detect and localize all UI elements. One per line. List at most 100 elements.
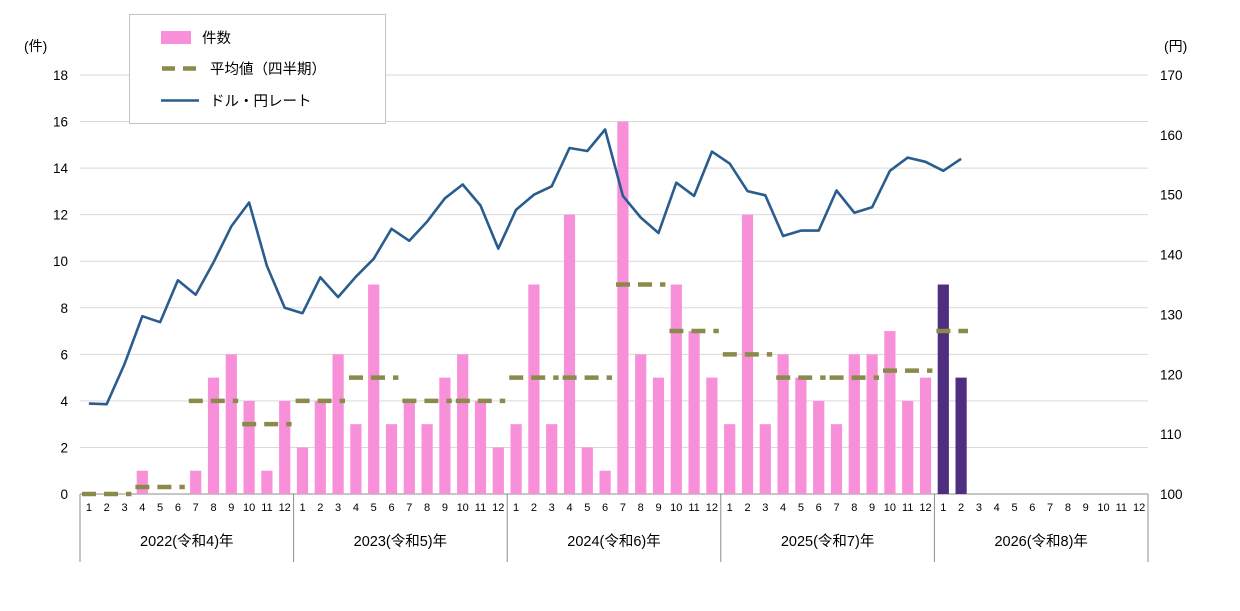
count-bar — [706, 377, 718, 494]
month-label: 4 — [139, 502, 145, 514]
month-label: 2 — [317, 502, 323, 514]
month-label: 3 — [762, 502, 768, 514]
right-axis-tick-label: 150 — [1160, 188, 1183, 203]
month-label: 6 — [602, 502, 608, 514]
count-bar — [332, 354, 344, 494]
month-label: 1 — [727, 502, 733, 514]
month-label: 11 — [475, 502, 486, 514]
month-label: 12 — [706, 502, 718, 514]
count-bar — [421, 424, 433, 494]
month-label: 10 — [243, 502, 255, 514]
left-axis-tick-label: 16 — [53, 115, 68, 130]
count-bar — [243, 400, 255, 494]
month-label: 6 — [1029, 502, 1035, 514]
month-label: 7 — [620, 502, 626, 514]
month-label: 2 — [104, 502, 110, 514]
month-label: 7 — [1047, 502, 1053, 514]
month-label: 8 — [1065, 502, 1071, 514]
month-label: 10 — [457, 502, 469, 514]
count-bar — [385, 424, 398, 494]
month-label: 5 — [798, 502, 804, 514]
left-axis-tick-label: 8 — [60, 301, 68, 316]
right-axis-tick-label: 100 — [1160, 487, 1183, 502]
legend-item-usd-jpy-rate: ドル・円レート — [161, 90, 377, 111]
month-label: 12 — [919, 502, 931, 514]
month-label: 8 — [210, 502, 216, 514]
left-axis-tick-label: 12 — [53, 208, 68, 223]
count-bar — [403, 400, 415, 494]
month-label: 6 — [175, 502, 181, 514]
month-label: 12 — [492, 502, 504, 514]
month-label: 9 — [869, 502, 875, 514]
month-label: 6 — [816, 502, 822, 514]
month-label: 1 — [299, 502, 305, 514]
legend-item-quarterly-average: 平均値（四半期） — [161, 58, 377, 79]
left-axis-tick-label: 10 — [53, 254, 68, 269]
month-label: 11 — [1116, 502, 1127, 514]
month-label: 3 — [121, 502, 127, 514]
count-bar — [510, 424, 522, 494]
count-bar — [635, 354, 647, 494]
count-bar — [474, 400, 487, 494]
count-bar — [528, 284, 540, 494]
left-axis-tick-label: 2 — [60, 440, 68, 455]
month-label: 10 — [670, 502, 682, 514]
left-axis-tick-label: 14 — [53, 161, 69, 176]
count-bar — [207, 377, 220, 494]
month-label: 3 — [976, 502, 982, 514]
left-axis-tick-label: 18 — [53, 68, 68, 83]
left-axis-unit-label: (件) — [24, 38, 48, 54]
year-label: 2023(令和5)年 — [354, 533, 447, 550]
count-bar — [937, 284, 949, 494]
month-label: 8 — [851, 502, 857, 514]
month-label: 12 — [279, 502, 291, 514]
usd-jpy-rate-line-swatch — [161, 99, 199, 102]
count-bar — [563, 214, 576, 494]
month-label: 4 — [353, 502, 359, 514]
count-bar — [902, 400, 914, 494]
month-label: 4 — [994, 502, 1000, 514]
count-bar — [955, 377, 967, 494]
right-axis-unit-label: (円) — [1164, 38, 1188, 54]
count-bar — [439, 377, 451, 494]
month-label: 3 — [335, 502, 341, 514]
count-bar — [314, 400, 326, 494]
legend-label-usd-jpy-rate: ドル・円レート — [210, 93, 312, 110]
count-bar — [919, 377, 932, 494]
month-label: 7 — [193, 502, 199, 514]
count-bar-swatch — [161, 31, 191, 45]
right-axis-tick-label: 160 — [1160, 128, 1183, 143]
month-label: 1 — [86, 502, 92, 514]
count-bar — [261, 470, 273, 494]
count-bar — [136, 470, 148, 494]
left-axis-tick-label: 0 — [60, 487, 68, 502]
month-label: 11 — [261, 502, 272, 514]
count-bar — [617, 121, 629, 495]
count-bar — [866, 354, 878, 494]
quarterly-average-dash-swatch — [162, 66, 198, 72]
month-label: 8 — [638, 502, 644, 514]
usd-jpy-rate-line — [88, 128, 962, 406]
month-label: 1 — [513, 502, 519, 514]
count-bar — [777, 354, 789, 494]
month-label: 5 — [371, 502, 377, 514]
count-bar — [492, 447, 504, 494]
month-label: 2 — [744, 502, 750, 514]
year-label: 2024(令和6)年 — [567, 533, 660, 550]
month-label: 2 — [531, 502, 537, 514]
month-label: 5 — [157, 502, 163, 514]
month-label: 6 — [388, 502, 394, 514]
month-label: 4 — [780, 502, 786, 514]
month-label: 9 — [1083, 502, 1089, 514]
month-label: 7 — [833, 502, 839, 514]
right-axis-tick-label: 140 — [1160, 248, 1183, 263]
count-bar — [190, 470, 202, 494]
right-axis-tick-label: 110 — [1160, 427, 1182, 442]
count-bar — [848, 354, 860, 494]
count-bar — [795, 377, 807, 494]
legend-label-quarterly-average: 平均値（四半期） — [210, 62, 326, 79]
year-label: 2025(令和7)年 — [781, 533, 874, 550]
month-label: 4 — [566, 502, 572, 514]
month-label: 10 — [1097, 502, 1109, 514]
